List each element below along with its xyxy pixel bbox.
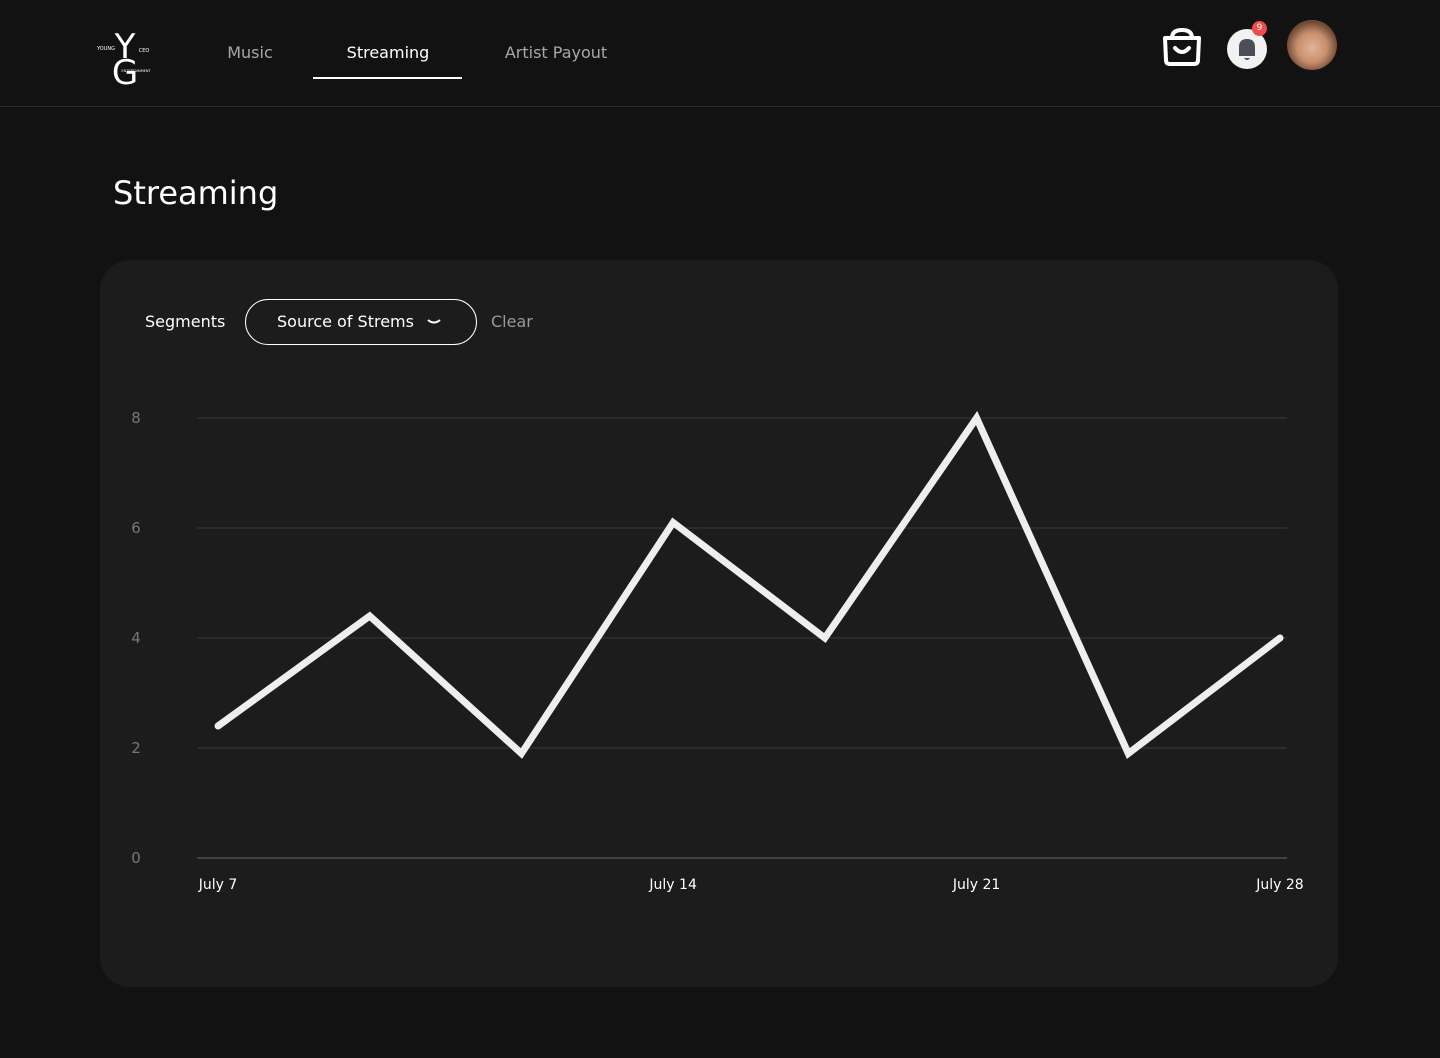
logo-mark: Y (114, 28, 136, 67)
dropdown-text: Source of Strems (277, 312, 414, 331)
y-tick-label: 2 (131, 739, 141, 757)
chart-card: Segments Source of Strems Clear 0 2 4 6 8 Jul… (100, 260, 1338, 987)
y-tick-label: 6 (131, 519, 141, 537)
line-chart: 0 2 4 6 8 July 7 July 14 July 21 July 28 (131, 409, 1304, 893)
y-tick-label: 8 (131, 409, 141, 427)
chevron (427, 319, 441, 324)
logo-text: ENTERTAINMENT (121, 69, 151, 73)
data-line (214, 410, 1284, 759)
nav-item[interactable]: Music (227, 43, 273, 62)
clear-button[interactable]: Clear (491, 312, 533, 331)
y-tick-label: 4 (131, 629, 141, 647)
segment-dropdown[interactable]: Source of Strems (245, 299, 477, 345)
y-tick-label: 0 (131, 849, 141, 867)
logo-mark: G (112, 53, 138, 90)
avatar[interactable] (1287, 20, 1337, 70)
logo[interactable]: Y G YOUNG CEO ENTERTAINMENT (94, 28, 158, 90)
nav-item-active[interactable]: Streaming (346, 43, 430, 62)
bell-icon (1239, 39, 1255, 60)
filter-label: Segments (145, 312, 226, 331)
cart-icon[interactable] (1160, 26, 1204, 70)
x-tick-label: July 21 (952, 877, 1000, 893)
page-title: Streaming (113, 174, 279, 212)
nav-item[interactable]: Artist Payout (504, 43, 608, 62)
header: Y G YOUNG CEO ENTERTAINMENT Music Stream… (0, 0, 1440, 107)
x-tick-label: July 14 (648, 877, 697, 893)
logo-text: CEO (139, 48, 150, 54)
logo-text: YOUNG (96, 46, 115, 52)
x-tick-label: July 28 (1255, 877, 1303, 893)
nav-underline (313, 77, 462, 79)
x-tick-label: July 7 (198, 877, 238, 893)
notification-badge: 9 (1252, 21, 1267, 36)
